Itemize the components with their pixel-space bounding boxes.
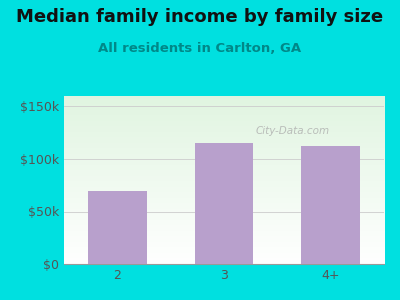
Bar — [301, 146, 360, 264]
Bar — [88, 190, 147, 264]
Text: City-Data.com: City-Data.com — [256, 126, 330, 136]
Text: All residents in Carlton, GA: All residents in Carlton, GA — [98, 42, 302, 55]
Bar — [195, 143, 253, 264]
Text: Median family income by family size: Median family income by family size — [16, 8, 384, 26]
